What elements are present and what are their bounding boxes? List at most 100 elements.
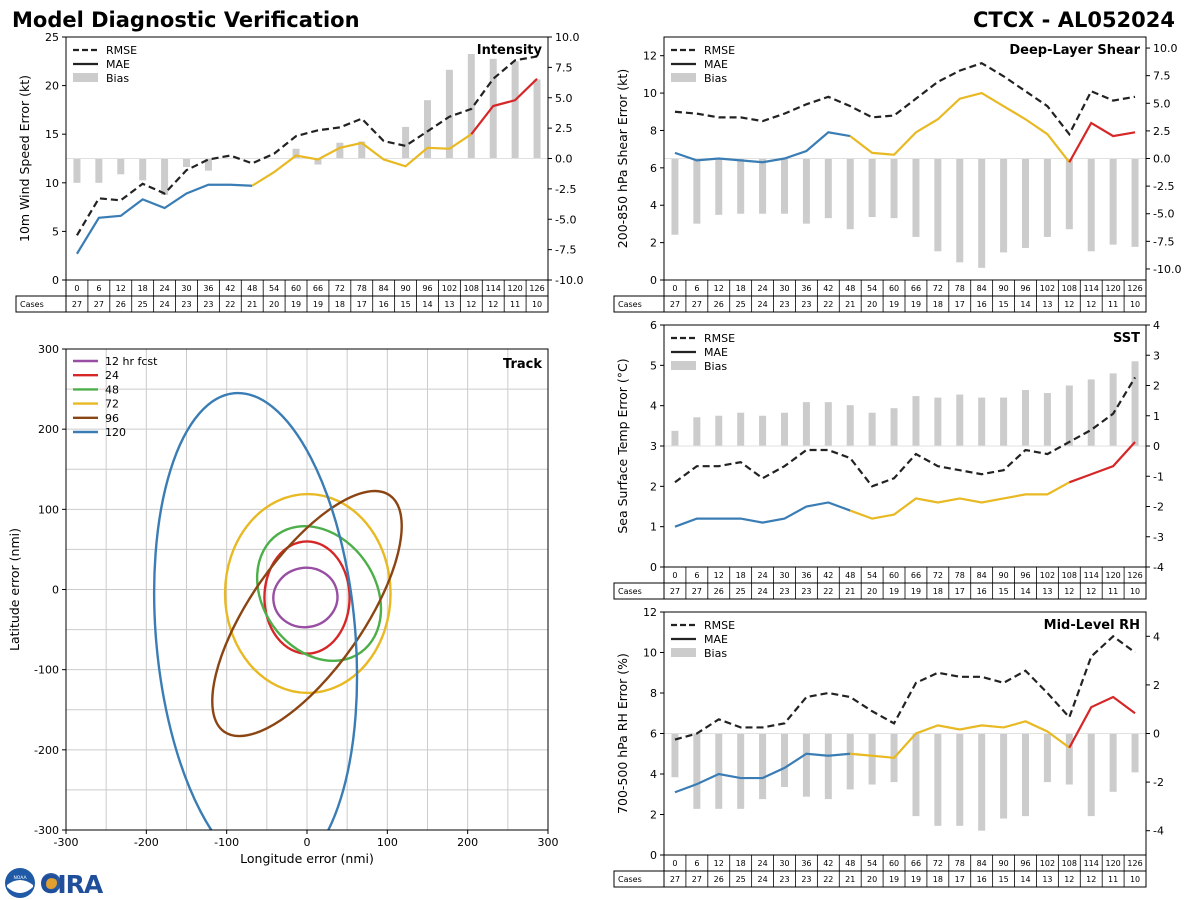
bias-bar	[912, 733, 920, 817]
hour-cell: 96	[422, 284, 432, 293]
bias-bar	[737, 158, 745, 214]
hour-cell: 84	[379, 284, 389, 293]
x-tick-label: -100	[214, 836, 239, 849]
case-cell: 23	[203, 300, 213, 309]
panel-title: Mid-Level RH	[1044, 618, 1140, 633]
legend-label: 120	[105, 426, 126, 439]
hour-cell: 96	[1020, 859, 1030, 868]
hour-cell: 78	[955, 571, 965, 580]
y-tick-label: 0	[52, 584, 59, 597]
hour-cell: 72	[335, 284, 345, 293]
bias-bar	[693, 733, 701, 809]
y-tick-label: 2	[650, 237, 657, 250]
hour-cell: 18	[736, 284, 746, 293]
bias-bar	[358, 141, 366, 159]
case-cell: 23	[801, 875, 811, 884]
case-cell: 15	[400, 300, 410, 309]
y-tick-label: 25	[45, 31, 59, 44]
case-cell: 21	[247, 300, 257, 309]
y2-tick-label: -5.0	[555, 213, 576, 226]
hour-cell: 120	[1105, 859, 1120, 868]
case-cell: 18	[933, 587, 943, 596]
legend-label: 48	[105, 383, 119, 396]
cira-logo-text: CIRA	[40, 870, 104, 899]
case-cell: 27	[72, 300, 82, 309]
x-tick-label: 100	[377, 836, 398, 849]
cases-label: Cases	[20, 300, 44, 309]
y-tick-label: 3	[650, 440, 657, 453]
hour-cell: 120	[507, 284, 522, 293]
hour-cell: 90	[998, 859, 1008, 868]
hour-cell: 60	[889, 571, 899, 580]
cases-label: Cases	[618, 300, 642, 309]
y-tick-label: -200	[34, 744, 59, 757]
case-cell: 15	[998, 875, 1008, 884]
case-cell: 25	[138, 300, 148, 309]
bias-bar	[846, 733, 854, 790]
bias-bar	[1043, 733, 1051, 783]
hour-cell: 36	[801, 571, 811, 580]
bias-bar	[956, 394, 964, 446]
case-cell: 27	[692, 300, 702, 309]
y2-tick-label: 2	[1153, 679, 1160, 692]
hour-cell: 96	[1020, 284, 1030, 293]
legend-label: 12 hr fcst	[105, 355, 158, 368]
hour-cell: 0	[672, 859, 677, 868]
hour-cell: 54	[867, 859, 877, 868]
error-ellipse	[255, 524, 383, 663]
bias-bar	[73, 158, 81, 183]
bias-bar	[292, 148, 300, 159]
intensity-panel: 0 5 10 15 20 25 -10.0 -7.5 -5.0 -2.5 0.0 2.5 5.0 7.5 1…	[15, 31, 583, 313]
bias-bar	[402, 126, 410, 159]
case-cell: 20	[867, 300, 877, 309]
y-tick-label: 4	[650, 768, 657, 781]
bias-bar	[424, 100, 431, 159]
case-cell: 18	[335, 300, 345, 309]
bias-bar	[890, 158, 898, 219]
hour-cell: 102	[442, 284, 457, 293]
bias-bar	[1043, 393, 1051, 446]
bias-bar	[489, 58, 497, 159]
legend-mae-label: MAE	[704, 346, 728, 359]
panel-title: Deep-Layer Shear	[1009, 43, 1140, 58]
bias-bar	[1022, 733, 1029, 817]
case-cell: 20	[867, 587, 877, 596]
bias-bar	[824, 402, 832, 446]
y2-tick-label: 2.5	[555, 122, 573, 135]
bias-bar	[868, 733, 876, 785]
shear-panel: 024681012-10.0-7.5-5.0-2.50.02.55.07.510…	[613, 36, 1181, 313]
bias-bar	[1065, 733, 1073, 785]
bias-bar	[846, 158, 854, 230]
bias-bar	[1000, 158, 1008, 253]
hour-cell: 30	[779, 571, 789, 580]
hour-cell: 24	[757, 571, 767, 580]
mae-line-segment	[470, 78, 538, 135]
bias-bar	[161, 158, 169, 195]
bias-bar	[781, 158, 788, 214]
hour-cell: 90	[400, 284, 410, 293]
y-tick-label: 12	[643, 606, 657, 619]
case-cell: 17	[955, 587, 965, 596]
case-cell: 17	[955, 300, 965, 309]
bias-bar	[445, 69, 453, 159]
case-cell: 25	[736, 300, 746, 309]
hour-cell: 12	[714, 859, 724, 868]
hour-cell: 120	[1105, 284, 1120, 293]
case-cell: 16	[977, 300, 987, 309]
bias-bar	[781, 733, 788, 787]
case-cell: 23	[801, 587, 811, 596]
y-tick-label: 0	[52, 274, 59, 287]
hour-cell: 36	[203, 284, 213, 293]
bias-bar	[956, 158, 964, 263]
legend-rmse-label: RMSE	[704, 619, 735, 632]
case-cell: 23	[779, 875, 789, 884]
case-cell: 23	[181, 300, 191, 309]
case-cell: 11	[1108, 875, 1118, 884]
hour-cell: 48	[845, 859, 855, 868]
hour-cell: 0	[74, 284, 79, 293]
case-cell: 21	[845, 587, 855, 596]
y-tick-label: 0	[650, 849, 657, 862]
hour-cell: 114	[486, 284, 501, 293]
y2-tick-label: -5.0	[1153, 208, 1174, 221]
cases-row	[613, 582, 1147, 600]
